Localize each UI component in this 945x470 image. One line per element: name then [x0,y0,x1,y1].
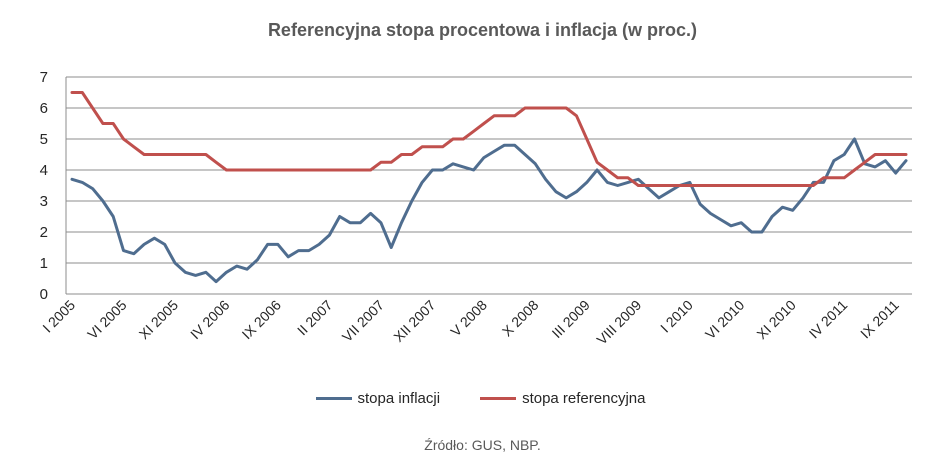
x-tick-label: VI 2005 [84,297,130,343]
gridlines [66,76,912,264]
series-line-inflation [70,137,908,284]
axes [65,77,912,295]
y-tick-label: 2 [40,224,48,241]
x-tick-label: VIII 2009 [593,297,644,348]
x-tick-label: XI 2010 [753,297,799,343]
legend-swatch-inflation [315,397,352,400]
legend-label-inflation: stopa inflacji [357,390,441,407]
y-tick-label: 0 [40,286,48,303]
y-tick-label: 6 [40,100,48,117]
x-tick-label: IX 2006 [239,297,285,343]
x-tick-label: XI 2005 [136,297,182,343]
y-tick-label: 5 [40,131,48,148]
source-note: Źródło: GUS, NBP. [424,437,541,453]
x-tick-label: III 2009 [549,297,593,341]
y-axis-ticks: 0 1 2 3 4 5 6 7 [40,69,48,303]
x-tick-label: II 2007 [294,297,336,339]
x-tick-label: I 2010 [657,297,696,336]
legend: stopa inflacji stopa referencyjna [0,390,945,407]
y-tick-label: 7 [40,69,48,86]
x-axis-ticks: I 2005 VI 2005 XI 2005 IV 2006 IX 2006 II 200… [39,297,902,348]
x-tick-label: VI 2010 [702,297,748,343]
x-tick-label: IV 2011 [806,297,851,342]
y-tick-label: 1 [40,255,48,272]
x-tick-label: X 2008 [499,297,542,340]
series-lines [70,91,908,284]
legend-item-inflation: stopa inflacji [315,390,441,407]
y-tick-label: 4 [40,162,48,179]
legend-swatch-reference-rate [480,397,517,400]
chart-title: Referencyjna stopa procentowa i inflacja… [267,20,698,40]
y-tick-label: 3 [40,193,48,210]
x-tick-label: IX 2011 [857,297,902,342]
series-line-reference-rate [70,91,908,187]
legend-label-reference-rate: stopa referencyjna [522,390,646,407]
x-tick-label: VII 2007 [339,297,387,345]
x-tick-label: IV 2006 [187,297,233,343]
legend-item-reference-rate: stopa referencyjna [480,390,645,407]
x-tick-label: V 2008 [447,297,490,340]
x-tick-label: XII 2007 [390,297,438,345]
